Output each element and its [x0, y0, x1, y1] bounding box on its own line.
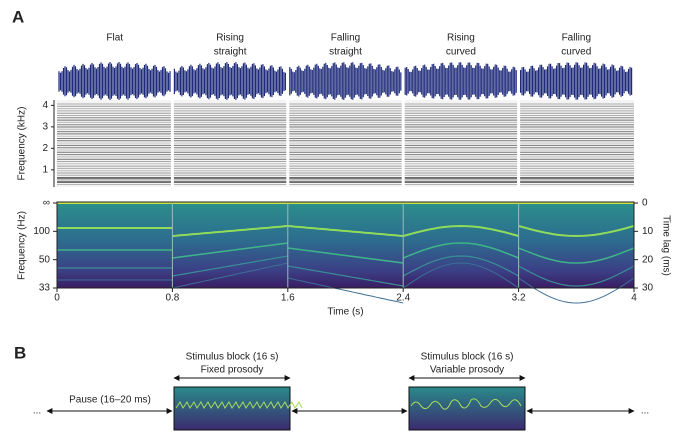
y2-tick-label: 10: [642, 226, 654, 237]
pitch-harmonic: [287, 277, 404, 304]
pitch-harmonic: [518, 277, 635, 304]
y2-axis-label: Time lag (ms): [660, 215, 671, 276]
y-tick-label: 1: [42, 164, 48, 175]
pitch-harmonic: [402, 242, 519, 259]
y-tick-label: 3: [42, 121, 48, 132]
spectrogram-bands: [57, 100, 634, 187]
waveform-segment: [404, 62, 517, 100]
pitch-harmonic: [287, 265, 404, 287]
y-tick-label: ∞: [43, 198, 50, 209]
block-contour: [175, 401, 303, 409]
waveform-segment: [520, 62, 633, 100]
condition-label: Rising: [447, 33, 475, 44]
x-tick-label: 1.6: [281, 293, 295, 304]
label-bg: [68, 394, 152, 406]
panel-label: B: [14, 343, 26, 362]
x-tick-label: 4: [631, 293, 637, 304]
waveform-segment: [58, 62, 171, 100]
pitch-harmonic: [402, 262, 519, 289]
pitch-harmonic: [402, 255, 519, 277]
x-tick-label: 0.8: [165, 293, 179, 304]
pitch-harmonic: [287, 225, 404, 237]
condition-label: curved: [561, 47, 591, 58]
condition-label: curved: [446, 47, 476, 58]
block-subtitle: Variable prosody: [430, 365, 504, 376]
y2-tick-label: 20: [642, 254, 654, 265]
ellipsis: ...: [33, 406, 41, 417]
y-tick-label: 100: [33, 226, 50, 237]
block-contour: [410, 398, 522, 410]
pitch-harmonic: [172, 255, 288, 277]
block-title: Stimulus block (16 s): [421, 352, 514, 363]
pitch-harmonic: [172, 242, 288, 259]
condition-label: Flat: [106, 33, 123, 44]
frame: [56, 201, 635, 289]
condition-label: straight: [329, 47, 362, 58]
panel-label: A: [12, 7, 24, 26]
y-axis-label: Frequency (Hz): [17, 211, 28, 280]
waveform: [58, 62, 633, 100]
block-subtitle: Fixed prosody: [201, 365, 264, 376]
pitch-harmonic: [402, 224, 519, 237]
pitch-harmonic: [518, 247, 635, 264]
y-tick-label: 4: [42, 100, 48, 111]
pitch-harmonic: [518, 265, 635, 287]
ellipsis: ...: [641, 406, 649, 417]
pause-label: Pause (16–20 ms): [69, 395, 151, 406]
y-axis-label: Frequency (kHz): [17, 107, 28, 181]
waveform-segment: [173, 62, 286, 100]
y-tick-label: 2: [42, 143, 48, 154]
condition-label: straight: [214, 47, 247, 58]
y2-tick-label: 30: [642, 283, 654, 294]
x-tick-label: 2.4: [396, 293, 410, 304]
pitch-contours: [57, 203, 635, 304]
y2-tick-label: 0: [642, 198, 648, 209]
pitch-map: [57, 202, 634, 288]
condition-label: Rising: [216, 33, 244, 44]
y-tick-label: 33: [39, 283, 51, 294]
y-tick-label: 50: [39, 254, 51, 265]
block-title: Stimulus block (16 s): [186, 352, 279, 363]
condition-label: Falling: [331, 33, 360, 44]
block-variable: [408, 386, 526, 431]
waveform-segment: [289, 62, 402, 100]
x-axis-label: Time (s): [327, 307, 363, 318]
condition-label: Falling: [562, 33, 591, 44]
pitch-harmonic: [518, 225, 635, 238]
pitch-harmonic: [172, 225, 288, 237]
pitch-harmonic: [287, 247, 404, 264]
x-tick-label: 3.2: [512, 293, 526, 304]
x-tick-label: 0: [54, 293, 60, 304]
pitch-harmonic: [172, 262, 288, 289]
